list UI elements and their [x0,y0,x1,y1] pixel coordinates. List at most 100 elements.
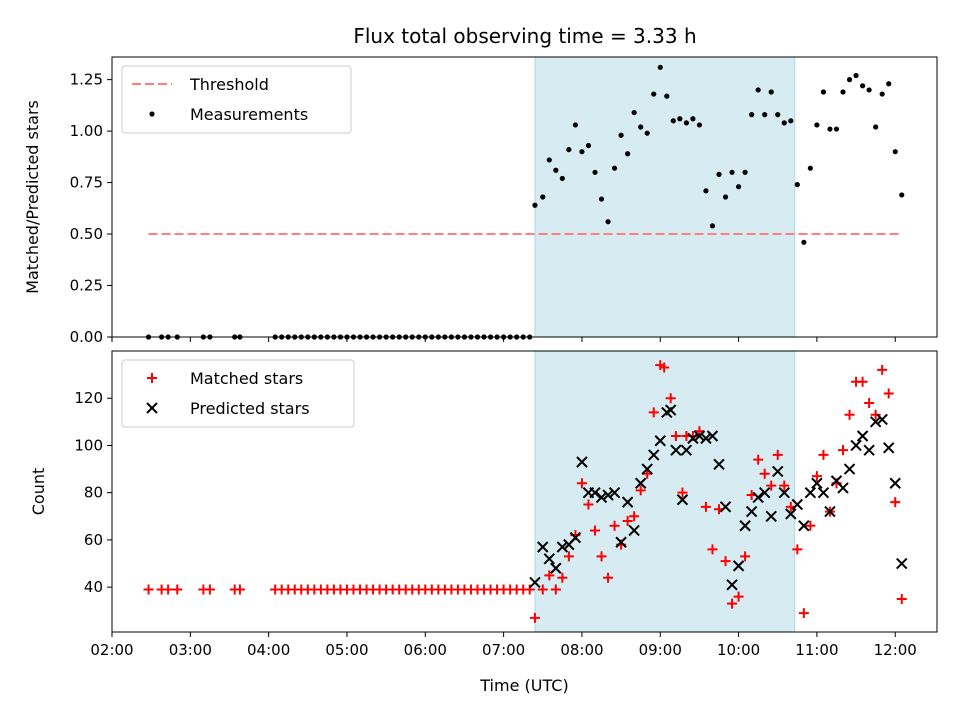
predicted-star-point [608,486,621,499]
predicted-star-point [791,498,804,511]
measurement-point [840,89,846,95]
matched-star-point [759,468,770,479]
y-tick-label: 0.75 [70,174,103,192]
y-tick-label: 0.00 [70,328,103,346]
matched-star-point [805,520,816,531]
matched-star-point [707,544,718,555]
predicted-star-point [700,432,712,445]
legend-box [121,359,355,428]
matched-star-point [172,584,183,595]
matched-star-point [740,551,751,562]
matched-star-point [890,497,901,508]
matched-star-point [537,584,548,595]
x-tick-label: 07:00 [482,641,525,659]
predicted-star-point [556,541,569,553]
matched-star-point [563,551,574,562]
predicted-star-point [882,442,895,454]
measurement-point [827,126,833,132]
predicted-star-point [896,557,908,570]
measurement-point [532,202,538,208]
predicted-star-point [752,491,764,504]
predicted-star-point [543,553,556,565]
predicted-star-point [765,510,777,523]
matched-star-point [589,525,600,536]
measurement-point [546,157,552,163]
matched-star-point [857,376,868,387]
matched-star-point [772,449,783,460]
bottom-panel: 40 60 80 100 120 02:00 03:00 04:00 05:00 06:00 07:… [29,350,938,695]
matched-star-point [700,501,711,512]
predicted-star-point [537,541,549,553]
measurement-point [755,87,761,93]
measurement-point [677,116,683,122]
observing-span [534,56,796,338]
predicted-star-point [732,560,745,572]
matched-star-point [629,511,640,522]
y-tick-label: 1.25 [70,71,103,89]
legend: Matched stars Predicted stars [121,359,355,428]
matched-star-point [635,485,646,496]
measurement-point [703,188,709,194]
measurement-point [833,126,840,132]
predicted-star-point [758,486,771,499]
measurement-point [664,93,670,99]
y-tick-label: 60 [84,531,103,549]
matched-star-point [727,598,738,609]
matched-star-point [550,584,561,595]
measurement-point [618,132,624,138]
matched-star-point [603,572,614,583]
x-tick-label: 03:00 [169,641,212,659]
measurement-point [866,87,872,93]
predicted-star-point [576,456,588,468]
predicted-star-point [621,496,634,508]
measurement-point [605,219,611,225]
predicted-star-point [856,430,869,442]
measurement-point [762,112,768,118]
matched-star-point [609,520,620,531]
matched-star-point [818,449,829,460]
measurement-point [579,149,585,155]
matched-star-point [234,584,245,595]
y-tick-label: 120 [74,389,103,407]
predicted-star-point [595,491,608,504]
matched-star-point [622,516,633,527]
measurement-point [598,196,605,202]
measurement-point [716,171,722,177]
predicted-star-point [785,508,797,520]
predicted-star-point [670,444,682,456]
predicted-star-point [680,444,693,456]
predicted-star-point [706,430,719,442]
measurement-point [768,89,774,95]
measurement-point [892,149,898,155]
measurement-point [651,91,657,97]
matched-star-point [596,551,607,562]
measurement-point [644,130,650,136]
measurement-point [735,184,742,190]
measurement-point [709,223,716,229]
measurement-point [749,112,755,118]
predicted-star-point [817,486,830,499]
y-axis-label: Count [29,468,48,516]
predicted-star-point [634,477,647,489]
matched-star-point [648,407,659,418]
predicted-star-point [876,413,888,426]
measurement-point [814,122,820,128]
predicted-star-point [713,458,725,471]
y-tick-label: 1.00 [70,122,103,140]
matched-star-point [870,409,881,420]
matched-star-point [779,480,790,491]
predicted-star-point [745,505,758,518]
measurement-point [657,64,663,70]
predicted-star-point [739,520,751,532]
legend-label: Threshold [189,75,269,94]
matched-star-point [811,471,822,482]
matched-star-point [792,544,803,555]
x-tick-label: 11:00 [795,641,838,659]
predicted-star-point [615,536,627,548]
matched-star-point [665,393,676,404]
y-tick-label: 80 [84,484,103,502]
predicted-star-point [628,524,640,537]
x-tick-label: 12:00 [874,641,917,659]
predicted-star-point [676,494,689,506]
